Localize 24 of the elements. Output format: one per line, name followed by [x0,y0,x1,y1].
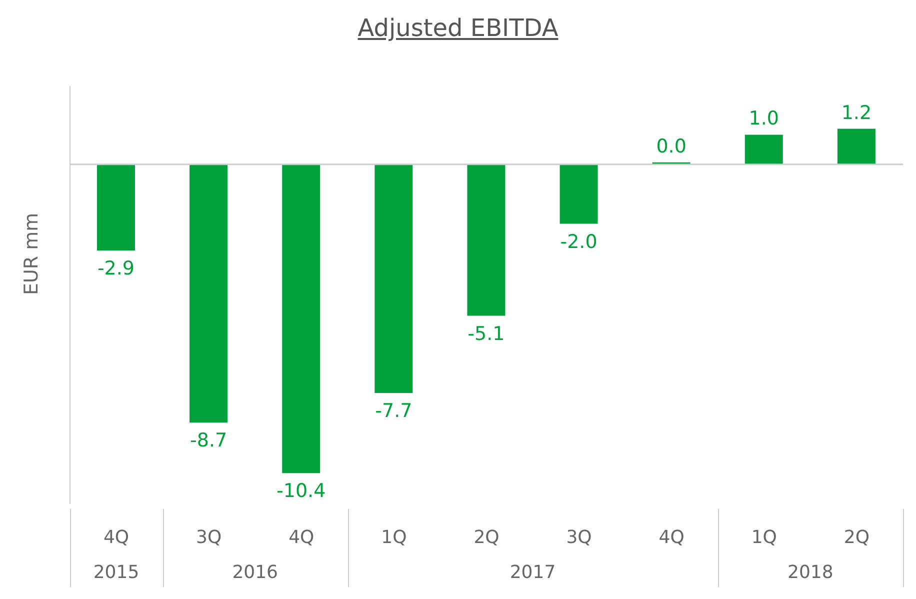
text: 2018 [786,562,834,583]
x-tick-label: 1Q [751,526,777,548]
x-tick-label: 2Q [474,526,500,548]
x-tick-label: 4Q [658,526,684,548]
x-tick-label: 2Q [844,526,870,548]
y-axis-title: EUR mm [20,212,43,295]
data-label: 0.0 [656,135,686,158]
data-label: -5.1 [468,322,505,345]
text: 2015 [92,562,140,583]
data-label: -7.7 [375,400,412,422]
text: 2017 [508,562,557,583]
data-label: -2.0 [560,230,598,253]
data-label: -10.4 [276,480,326,502]
data-label: 1.0 [748,108,779,130]
data-label: 1.2 [841,102,872,124]
x-tick-label: 3Q [196,526,222,548]
x-tick-label: 1Q [381,526,407,548]
x-tick-label: 3Q [566,526,592,548]
x-tick-label: 4Q [103,526,130,548]
x-tick-label: 4Q [288,526,314,548]
data-label: -8.7 [190,430,228,452]
chart-title: Adjusted EBITDA [358,14,558,42]
data-label: -2.9 [97,257,135,280]
text: 2016 [231,562,279,583]
